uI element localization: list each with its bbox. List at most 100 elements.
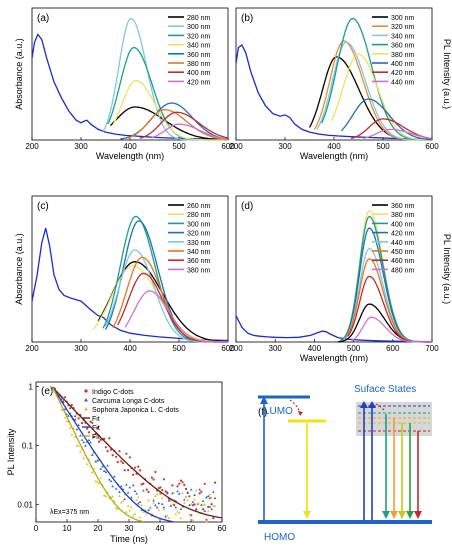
decay-point-marker — [80, 438, 84, 441]
y-axis-label-left: Absorbance (a.u.) — [14, 38, 24, 110]
decay-point-marker — [126, 504, 130, 508]
decay-point-marker — [84, 444, 87, 447]
decay-point-marker — [70, 433, 74, 436]
legend-label: 280 nm — [187, 212, 211, 219]
decay-point-marker — [200, 490, 203, 493]
legend-label: 300 nm — [187, 221, 211, 228]
legend-label: 380 nm — [391, 212, 415, 219]
decay-point-marker — [200, 503, 203, 506]
decay-point-marker — [154, 470, 157, 474]
decay-point-marker — [128, 486, 132, 489]
decay-point-marker — [147, 490, 150, 494]
x-tick-label: 700 — [425, 344, 439, 353]
legend-label: 300 nm — [391, 15, 415, 22]
decay-point-marker — [193, 498, 196, 501]
decay-point-marker — [51, 389, 55, 392]
decay-point-marker — [102, 469, 106, 472]
decay-point-marker — [142, 510, 145, 513]
decay-point-marker — [171, 491, 174, 495]
decay-point-marker — [212, 504, 215, 507]
decay-point-marker — [147, 508, 150, 512]
decay-point-marker — [131, 483, 135, 487]
decay-point-marker — [79, 450, 82, 453]
decay-point-marker — [125, 452, 128, 455]
decay-point-marker — [155, 506, 159, 509]
x-tick-label: 600 — [386, 344, 400, 353]
legend-label: 340 nm — [187, 43, 211, 50]
pl-series-line-400-nm — [139, 111, 229, 139]
decay-point-marker — [106, 464, 109, 467]
pl-series-line-280-nm — [109, 106, 229, 141]
decay-point-marker — [157, 501, 161, 505]
decay-point-marker — [181, 481, 184, 484]
decay-point-marker — [177, 511, 181, 514]
x-tick-label: 500 — [347, 344, 361, 353]
legend-label: 420 nm — [391, 70, 415, 77]
absorbance-curve — [235, 315, 433, 343]
decay-point-marker — [210, 507, 213, 511]
decay-point-marker — [69, 407, 72, 410]
decay-point-marker — [67, 414, 70, 417]
pl-series-line-360-nm — [117, 272, 228, 343]
decay-point-marker — [207, 505, 210, 508]
absorbance-curve — [31, 227, 229, 342]
decay-point-marker — [82, 456, 86, 460]
decay-point-marker — [119, 484, 123, 488]
decay-point-marker — [63, 416, 67, 419]
decay-point-marker — [121, 461, 125, 465]
decay-point-marker — [115, 455, 118, 458]
panel-f-energy-diagram: (f) LUMO HOMO Suface States — [258, 384, 432, 543]
decay-point-marker — [198, 492, 201, 495]
decay-point-marker — [210, 503, 213, 506]
decay-point-marker — [145, 488, 148, 491]
decay-point-marker — [205, 496, 208, 499]
excitation-arrowhead-right-2 — [368, 401, 376, 408]
legend-marker — [84, 389, 88, 393]
legend-label: 420 nm — [391, 231, 415, 238]
panel-label: (e) — [41, 386, 53, 397]
decay-point-marker — [106, 450, 109, 453]
panel-d-uv-pl-spectra: 200 300 400 500 600 700 Wavelength (nm) PL Inte… — [229, 195, 452, 363]
x-tick-label: 400 — [308, 344, 322, 353]
decay-point-marker — [194, 489, 198, 492]
x-tick-label: 50 — [187, 524, 196, 533]
pl-series-line-340-nm — [112, 79, 228, 141]
decay-point-marker — [188, 513, 191, 516]
decay-point-marker — [208, 505, 212, 508]
decay-point-marker — [198, 488, 201, 491]
decay-point-marker — [133, 489, 137, 492]
yellow-emission-arrowhead — [303, 511, 311, 519]
decay-point-marker — [160, 496, 164, 500]
fit-curve — [52, 387, 223, 519]
y-axis-label: PL Intensity — [6, 428, 16, 475]
decay-point-marker — [109, 479, 113, 483]
emission-arrowhead-orange — [390, 511, 398, 519]
pl-series-line-340-nm — [316, 41, 432, 141]
legend-label: 360 nm — [187, 258, 211, 265]
decay-point-marker — [128, 509, 132, 512]
legend-label: Fit — [92, 425, 100, 432]
legend-label: 380 nm — [391, 52, 415, 59]
decay-point-marker — [98, 440, 101, 443]
decay-point-marker — [108, 478, 111, 481]
legend-label: 360 nm — [391, 203, 415, 210]
decay-point-marker — [176, 510, 179, 513]
decay-point-marker — [159, 486, 162, 489]
x-tick-label: 500 — [172, 344, 186, 353]
decay-point-marker — [179, 507, 183, 511]
pl-series-line-360-nm — [321, 17, 432, 141]
decay-point-marker — [63, 407, 67, 411]
decay-point-marker — [116, 507, 120, 510]
x-axis-label: Wavelength (nm) — [300, 151, 368, 161]
decay-point-marker — [188, 495, 191, 498]
panel-label: (b) — [241, 13, 253, 24]
decay-point-marker — [177, 492, 181, 495]
x-tick-label: 200 — [25, 344, 39, 353]
decay-point-marker — [89, 420, 92, 423]
legend-label: 450 nm — [391, 249, 415, 256]
decay-point-marker — [184, 495, 188, 499]
decay-point-marker — [73, 418, 77, 421]
x-tick-label: 400 — [123, 142, 137, 151]
decay-point-marker — [140, 508, 144, 511]
